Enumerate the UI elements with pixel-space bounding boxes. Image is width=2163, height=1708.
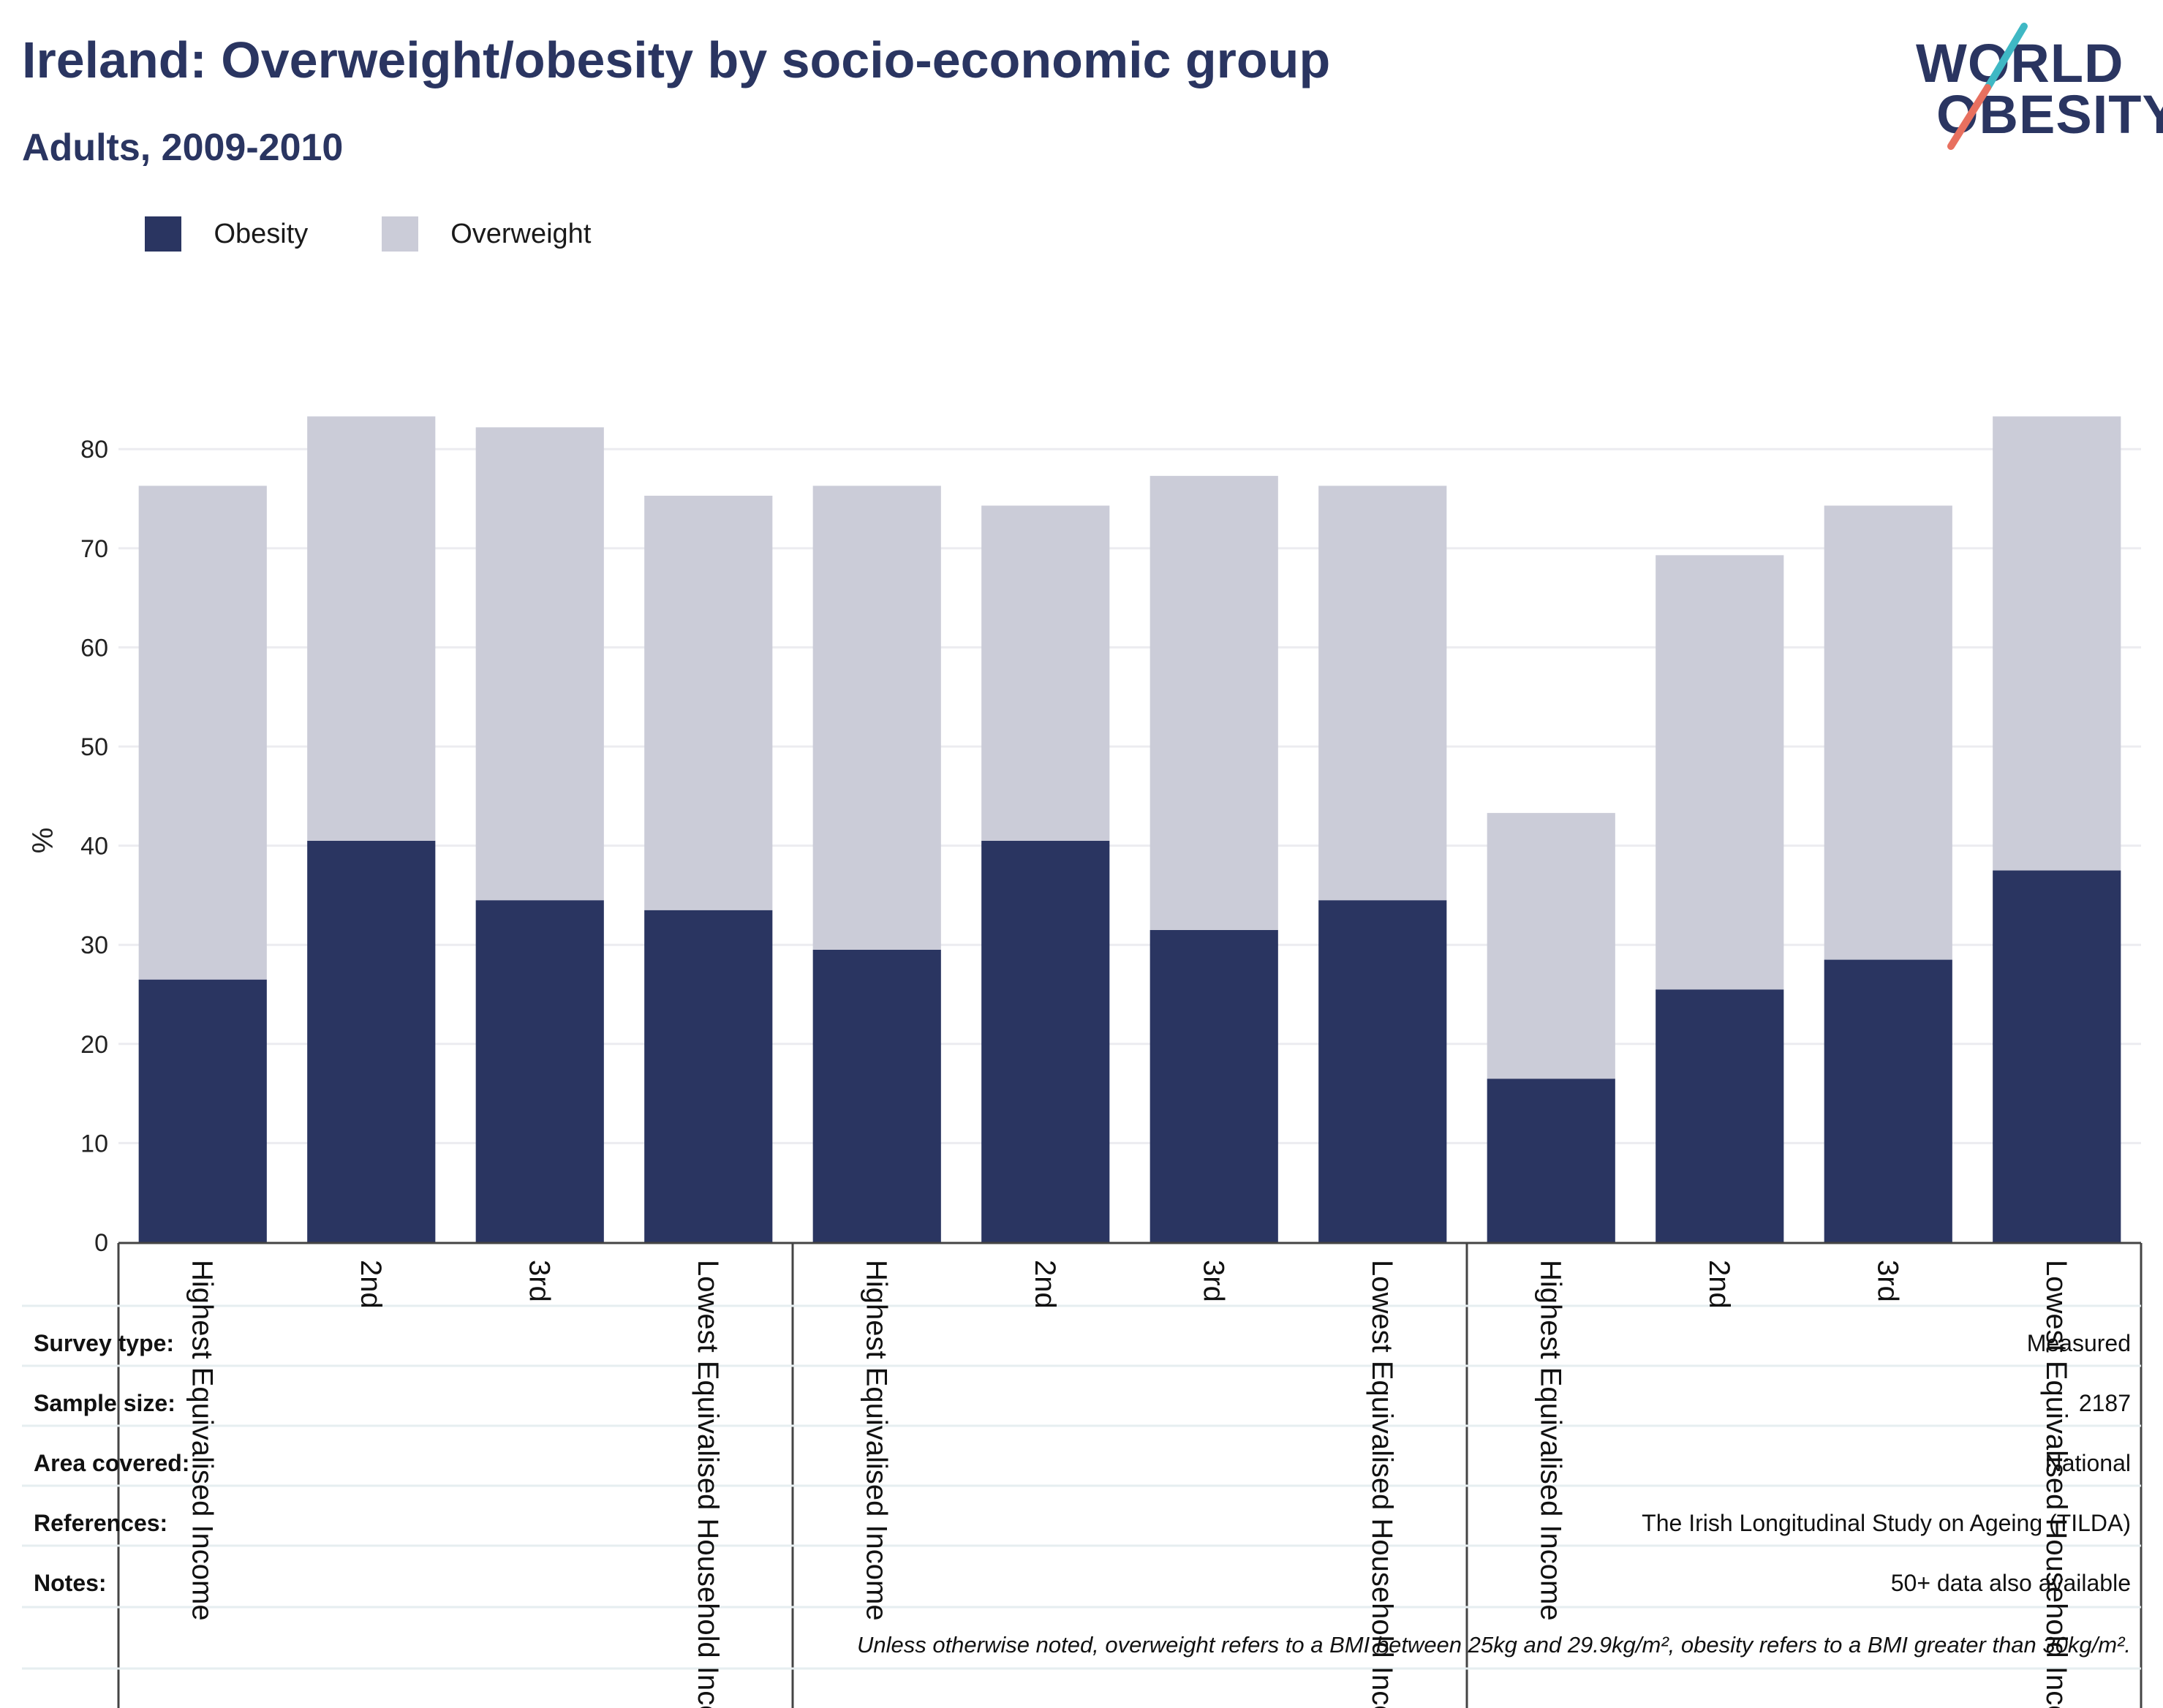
y-tick-label: 80 [80,436,108,464]
chart-legend: Obesity Overweight [145,216,661,256]
bar-overweight-1 [138,485,267,980]
bar-obesity-4 [644,910,773,1242]
bar-overweight-3 [475,427,604,901]
bar-obesity-1 [138,979,267,1242]
logo-slash-icon [1947,23,2028,150]
x-tick-label-10: 2nd [1703,1260,1735,1309]
bar-overweight-12 [1993,416,2121,871]
y-tick-label: 70 [80,535,108,563]
bar-obesity-2 [307,840,436,1242]
y-tick-label: 0 [94,1229,108,1257]
bar-overweight-10 [1656,555,1784,990]
bar-overweight-8 [1318,485,1447,901]
bar-obesity-5 [812,949,941,1242]
logo-text-world: WORLD [1916,33,2124,94]
x-tick-label-11: 3rd [1871,1260,1903,1302]
y-tick-label: 60 [80,634,108,662]
y-tick-label: 20 [80,1031,108,1059]
x-tick-label-9: Highest Equivalised Income [1534,1260,1566,1621]
notes-value-4: The Irish Longitudinal Study on Ageing (… [1642,1510,2131,1536]
world-obesity-logo: WORLD OBESITY [1901,20,2163,152]
x-tick-label-12: Lowest Equivalised Household Income [2040,1260,2072,1708]
bar-obesity-12 [1993,870,2121,1242]
notes-footnote: Unless otherwise noted, overweight refer… [857,1632,2131,1658]
x-tick-label-4: Lowest Equivalised Household Income [692,1260,724,1708]
y-tick-label: 10 [80,1130,108,1157]
bar-obesity-7 [1150,929,1278,1242]
bar-overweight-9 [1487,812,1615,1079]
notes-value-1: Measured [2027,1330,2131,1356]
y-tick-label: 50 [80,733,108,761]
y-tick-label: 30 [80,932,108,959]
bar-overweight-5 [812,485,941,950]
notes-label-1: Survey type: [34,1330,174,1356]
bar-obesity-8 [1318,900,1447,1242]
notes-label-4: References: [34,1510,167,1536]
y-axis-label: % [27,828,59,854]
chart-subtitle: Adults, 2009-2010 [22,126,344,169]
x-tick-label-3: 3rd [523,1260,555,1302]
legend-label-overweight: Overweight [450,218,592,249]
notes-label-5: Notes: [34,1570,107,1596]
x-tick-label-6: 2nd [1029,1260,1061,1309]
legend-item-obesity[interactable]: Obesity [145,216,308,252]
notes-label-2: Sample size: [34,1390,175,1416]
bar-overweight-6 [981,505,1110,841]
x-tick-label-5: Highest Equivalised Income [860,1260,892,1621]
bar-obesity-10 [1656,989,1784,1242]
bar-overweight-4 [644,495,773,910]
x-tick-label-8: Lowest Equivalised Household Income [1366,1260,1398,1708]
legend-swatch-obesity [145,216,181,252]
legend-item-overweight[interactable]: Overweight [381,216,592,252]
bar-overweight-2 [307,416,436,841]
legend-swatch-overweight [381,216,418,252]
x-tick-label-7: 3rd [1197,1260,1229,1302]
bar-overweight-7 [1150,475,1278,930]
y-tick-label: 40 [80,833,108,861]
notes-value-2: 2187 [2079,1390,2131,1416]
notes-value-3: National [2045,1450,2131,1476]
legend-label-obesity: Obesity [214,218,309,249]
x-tick-label-1: Highest Equivalised Income [186,1260,218,1621]
bar-obesity-11 [1824,959,1952,1242]
bar-overweight-11 [1824,505,1952,960]
bar-obesity-6 [981,840,1110,1242]
notes-value-5: 50+ data also available [1891,1570,2131,1596]
bar-obesity-3 [475,900,604,1242]
bar-obesity-9 [1487,1078,1615,1242]
x-tick-label-2: 2nd [355,1260,387,1309]
notes-label-3: Area covered: [34,1450,189,1476]
chart-title: Ireland: Overweight/obesity by socio-eco… [22,31,1331,88]
